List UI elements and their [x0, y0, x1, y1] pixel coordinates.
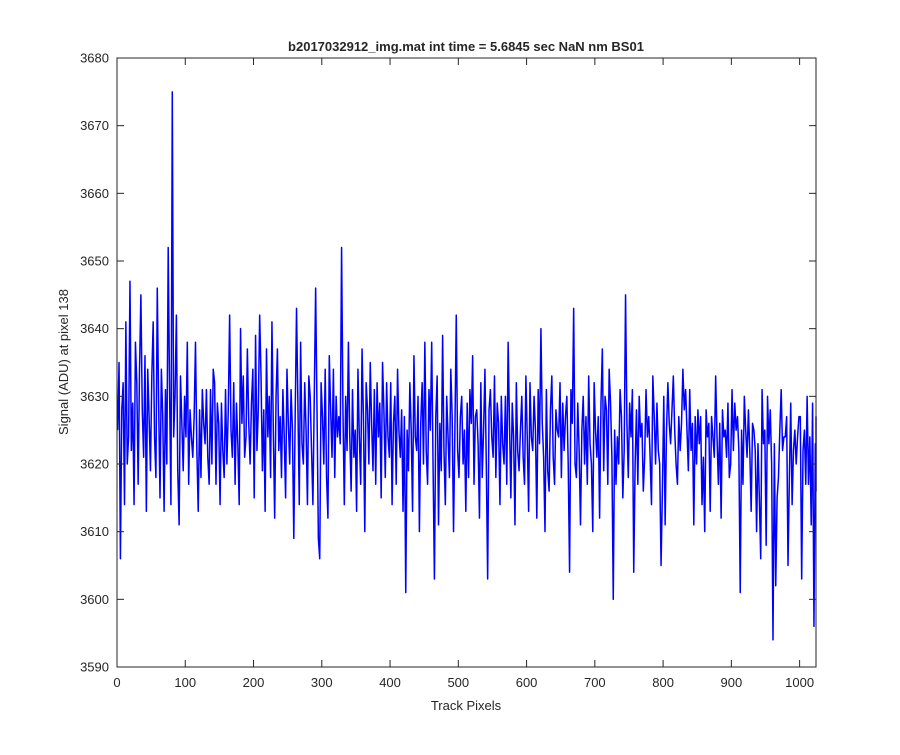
y-axis-label: Signal (ADU) at pixel 138 [56, 289, 71, 435]
axes-background [117, 58, 816, 667]
axes-box [116, 57, 817, 668]
x-tick-label: 500 [447, 675, 469, 690]
x-tick-label: 200 [243, 675, 265, 690]
x-tick-label: 300 [311, 675, 333, 690]
y-tick-label: 3680 [80, 51, 109, 66]
x-tick-label: 800 [652, 675, 674, 690]
y-tick-label: 3630 [80, 389, 109, 404]
series-layer [116, 91, 817, 641]
y-axis-ticks: 3590 3600 3610 3620 3630 3640 3650 3660 3670 3680 [80, 51, 816, 675]
x-axis-ticks: 0 100 200 300 400 500 600 700 800 900 1000 [113, 58, 814, 690]
x-tick-label: 1000 [785, 675, 814, 690]
y-tick-label: 3650 [80, 254, 109, 269]
x-tick-label: 100 [174, 675, 196, 690]
chart-title: b2017032912_img.mat int time = 5.6845 se… [288, 39, 644, 54]
x-tick-label: 900 [721, 675, 743, 690]
y-tick-label: 3610 [80, 524, 109, 539]
y-tick-label: 3620 [80, 457, 109, 472]
x-tick-label: 0 [113, 675, 120, 690]
y-tick-label: 3670 [80, 118, 109, 133]
x-tick-label: 400 [379, 675, 401, 690]
y-tick-label: 3600 [80, 592, 109, 607]
x-axis-label: Track Pixels [431, 698, 502, 713]
x-tick-label: 700 [584, 675, 606, 690]
series-line [116, 91, 817, 641]
y-tick-label: 3590 [80, 660, 109, 675]
y-tick-label: 3640 [80, 321, 109, 336]
x-tick-label: 600 [516, 675, 538, 690]
y-tick-label: 3660 [80, 186, 109, 201]
